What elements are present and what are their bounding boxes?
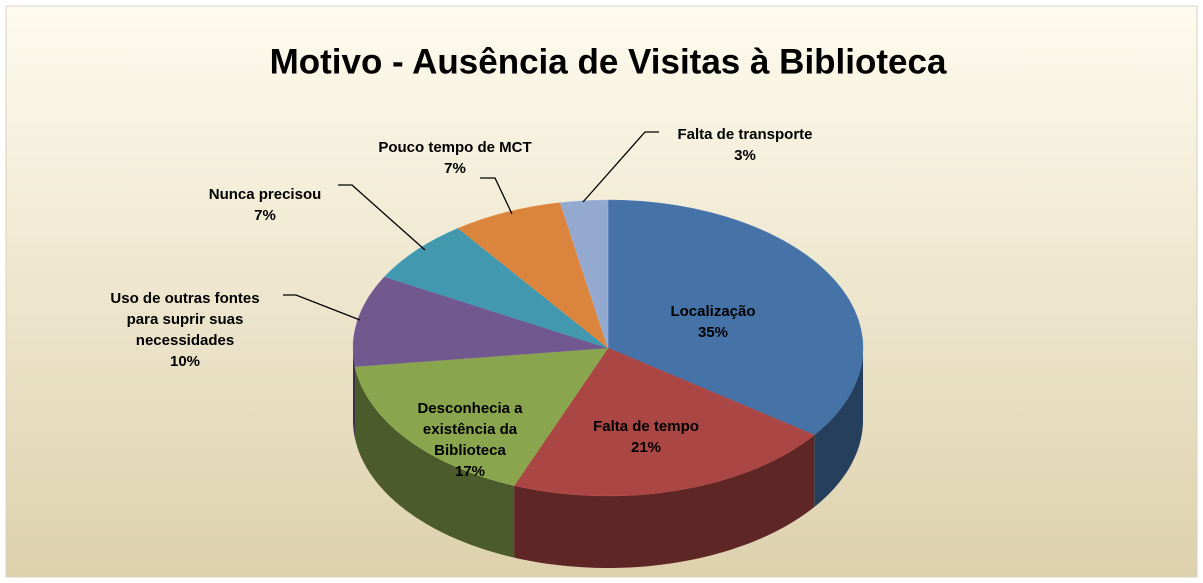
category-label: Nunca precisou (208, 186, 322, 203)
leader-line (338, 184, 426, 251)
chart-title: Motivo - Ausência de Visitas à Bibliotec… (270, 42, 947, 81)
label-box: Localização 35% (633, 292, 793, 352)
label-box: Nunca precisou 7% (175, 175, 355, 235)
data-label: Desconhecia a existência da Biblioteca 17… (385, 390, 555, 490)
slice (607, 199, 864, 436)
slice-side (353, 348, 356, 439)
category-label: Pouco tempo de MCT (378, 139, 532, 156)
slice (352, 276, 609, 367)
data-label: Falta de transporte 3% (645, 115, 845, 175)
category-label: Falta de tempo (593, 418, 699, 435)
value-label: 21% (630, 439, 662, 456)
data-label: Localização 35% (633, 292, 793, 352)
slice (457, 202, 609, 349)
slice-side (814, 348, 863, 507)
value-label: 17% (454, 463, 486, 480)
data-label: Uso de outras fontes para suprir suas ne… (75, 275, 295, 385)
category-label: Localização (670, 303, 756, 320)
value-label: 3% (734, 147, 756, 164)
data-label: Nunca precisou 7% (175, 175, 355, 235)
slice-side (355, 366, 515, 558)
value-label: 7% (254, 207, 276, 224)
slice-side (514, 434, 815, 568)
slice (513, 347, 815, 497)
data-label: Pouco tempo de MCT 7% (355, 128, 555, 188)
leader-line (480, 177, 513, 215)
label-box: Falta de tempo 21% (556, 407, 736, 467)
slice (384, 227, 609, 349)
value-label: 10% (169, 353, 201, 370)
category-label: Uso de outras fontes para suprir suas ne… (110, 290, 260, 349)
leader-line (283, 294, 361, 321)
leader-line (582, 131, 659, 203)
category-label: Desconhecia a existência da Biblioteca (417, 400, 523, 459)
value-label: 7% (444, 160, 466, 177)
label-box: Desconhecia a existência da Biblioteca 17… (385, 390, 555, 490)
data-label: Falta de tempo 21% (556, 407, 736, 467)
slice (354, 347, 609, 486)
label-box: Uso de outras fontes para suprir suas ne… (75, 275, 295, 385)
category-label: Falta de transporte (677, 126, 813, 143)
label-box: Pouco tempo de MCT 7% (355, 128, 555, 188)
label-box: Falta de transporte 3% (645, 115, 845, 175)
value-label: 35% (697, 324, 729, 341)
